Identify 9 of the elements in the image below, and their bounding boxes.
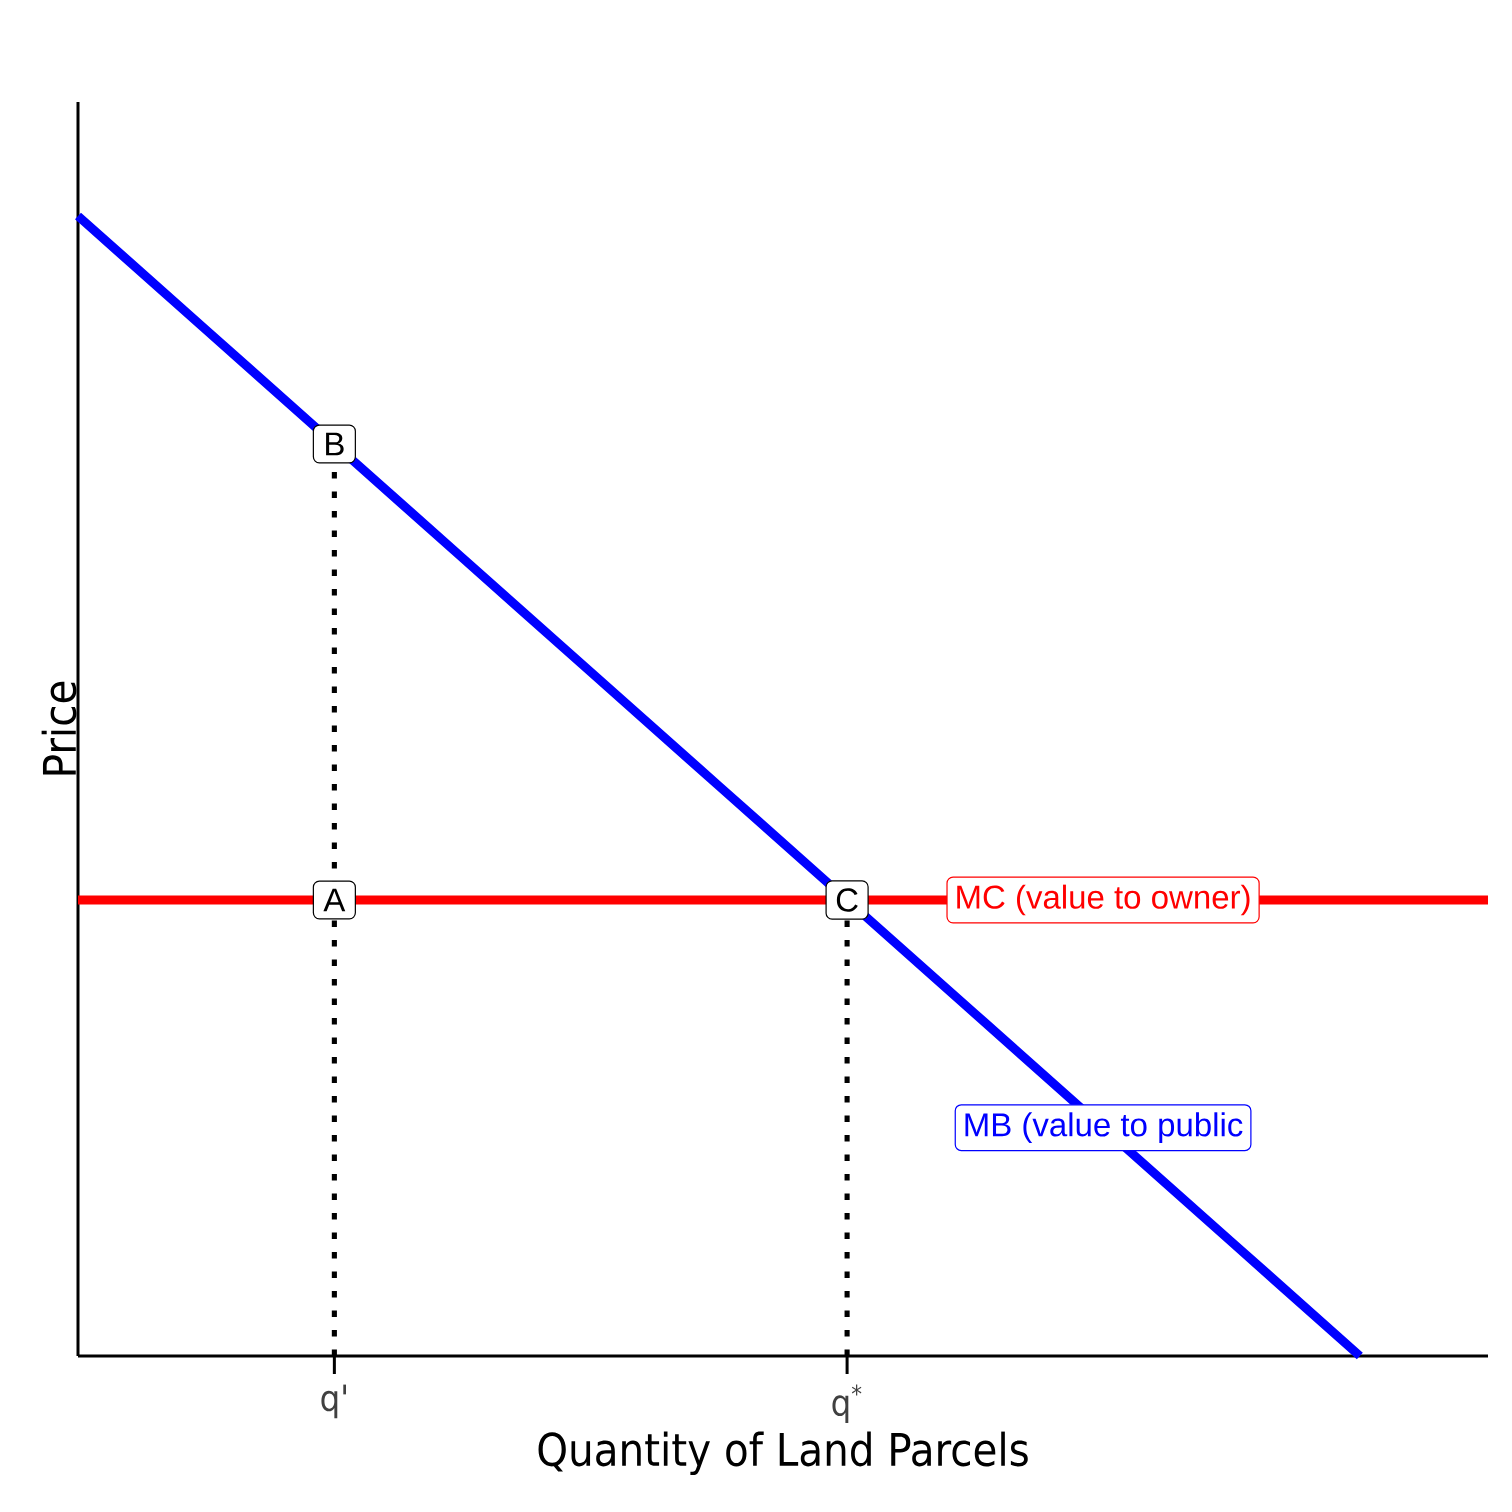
x-tick-label: q$^{*}$ <box>832 1384 862 1423</box>
annotation: A <box>323 888 346 912</box>
x-axis-title: Quantity of Land Parcels <box>538 1431 1028 1476</box>
annotation: C <box>836 888 858 912</box>
ref-line-label: MC (value to owner) <box>957 884 1250 916</box>
legend-label: MB (value to public <box>965 1112 1243 1144</box>
x-tick-label: q' <box>321 1384 346 1419</box>
annotation: B <box>326 432 344 456</box>
y-axis-title: Price <box>41 681 77 775</box>
